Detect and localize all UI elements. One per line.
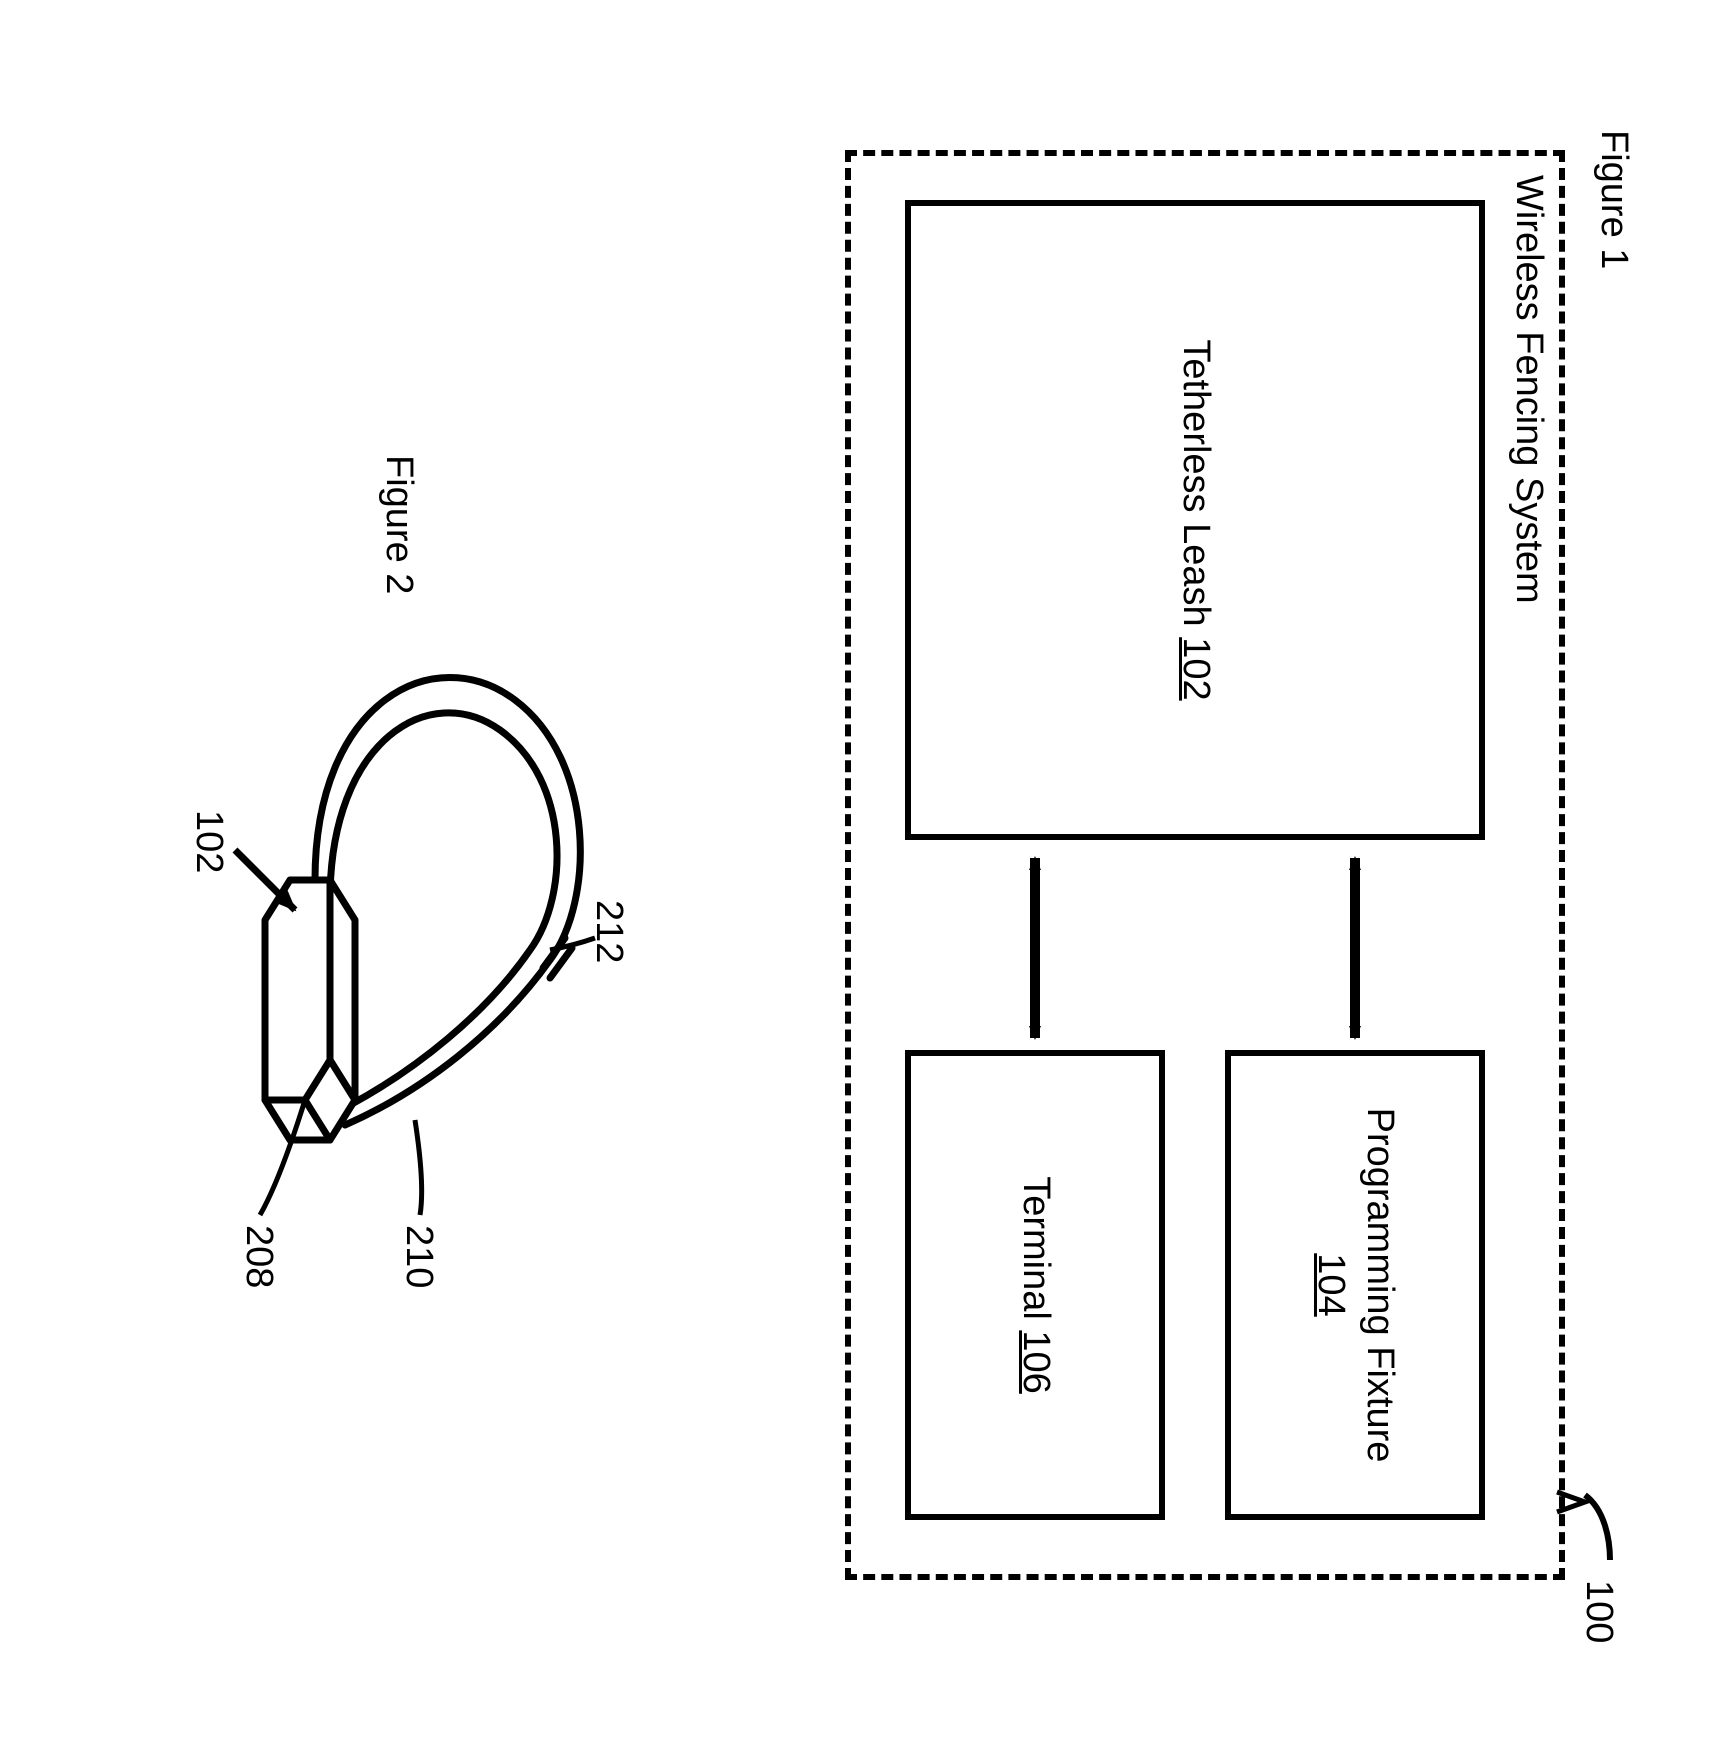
figure2-label: Figure 2 [377,455,420,594]
rotated-stage: Figure 1 Wireless Fencing System 100 Tet… [0,0,1725,1764]
bracket-100 [1585,1495,1610,1560]
diagram-svg [0,0,1725,1764]
callout-212: 212 [587,900,630,963]
lead-210 [415,1120,422,1215]
callout-210: 210 [397,1225,440,1288]
callout-102: 102 [187,810,230,873]
callout-208: 208 [237,1225,280,1288]
collar-drawing [265,678,580,1141]
strap-inner [330,713,557,1105]
housing-front [265,880,330,1100]
